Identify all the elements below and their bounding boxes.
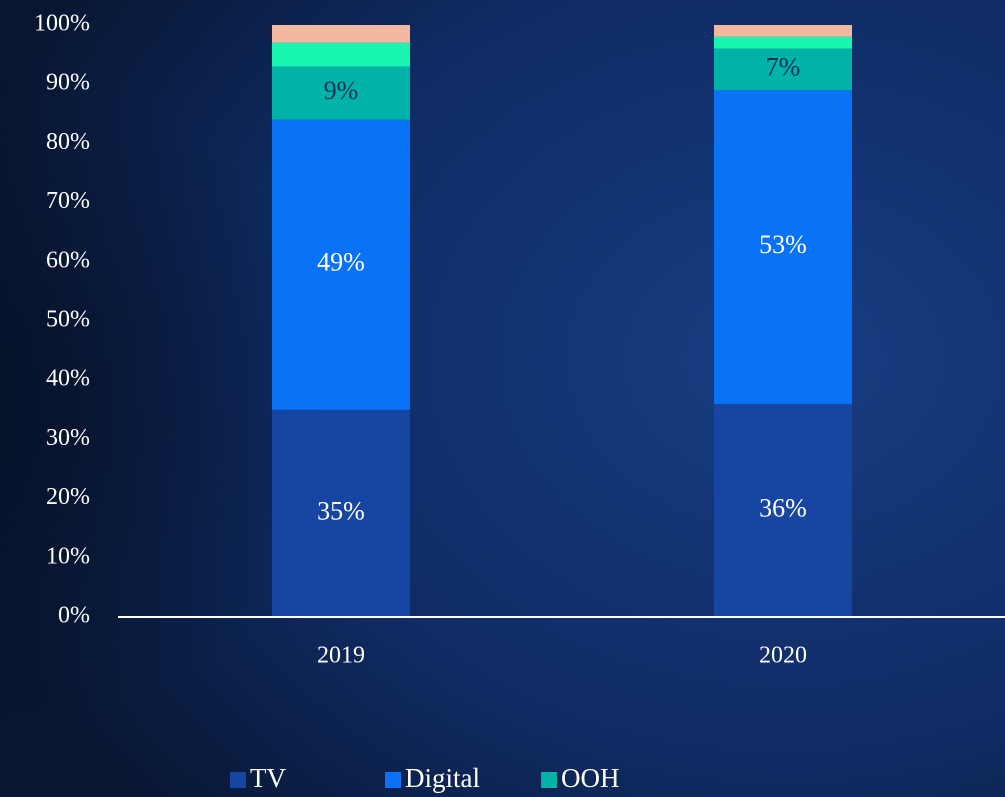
y-tick-label: 70% [46, 188, 90, 214]
bar-segment [714, 25, 852, 37]
y-tick-label: 20% [46, 484, 90, 510]
bar-segment [272, 42, 410, 67]
y-tick-label: 40% [46, 366, 90, 392]
y-tick-label: 30% [46, 425, 90, 451]
bar-segment [714, 403, 852, 617]
legend-label: Digital [405, 763, 480, 793]
y-tick-label: 10% [46, 543, 90, 569]
bar-segment [272, 25, 410, 43]
data-label: 35% [317, 496, 365, 525]
bar-segment [714, 36, 852, 49]
x-tick-label: 2019 [317, 643, 365, 669]
legend-label: TV [250, 763, 286, 793]
legend-swatch [541, 772, 557, 788]
bar-segment [272, 409, 410, 617]
data-label: 7% [766, 52, 801, 81]
bar-segment [714, 48, 852, 91]
bar-segment [272, 66, 410, 120]
legend-swatch [385, 772, 401, 788]
data-label: 49% [317, 248, 365, 277]
bar-segment [714, 90, 852, 404]
data-label: 9% [324, 76, 359, 105]
bar-segment [272, 119, 410, 410]
y-tick-label: 80% [46, 129, 90, 155]
y-tick-label: 60% [46, 247, 90, 273]
y-tick-label: 100% [34, 11, 90, 37]
legend-label: OOH [561, 763, 620, 793]
y-tick-label: 90% [46, 70, 90, 96]
y-tick-label: 0% [58, 603, 90, 629]
y-tick-label: 50% [46, 307, 90, 333]
legend-swatch [230, 772, 246, 788]
x-tick-label: 2020 [759, 643, 807, 669]
data-label: 36% [759, 493, 807, 522]
data-label: 53% [759, 230, 807, 259]
